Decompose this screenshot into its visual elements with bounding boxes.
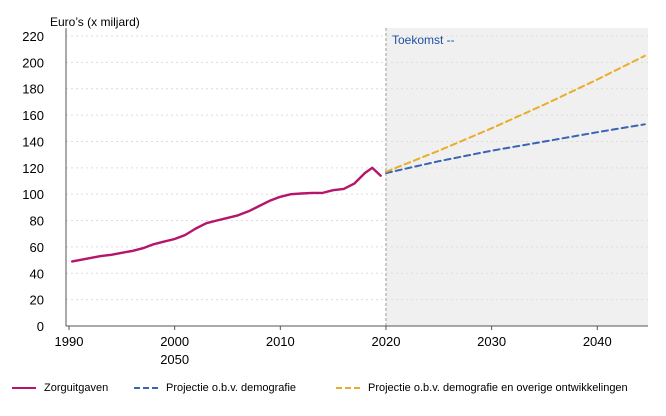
- y-tick-label-140: 140: [22, 134, 44, 149]
- y-tick-label-180: 180: [22, 82, 44, 97]
- x-tick-label-1990: 1990: [55, 334, 84, 349]
- y-tick-label-160: 160: [22, 108, 44, 123]
- legend-label-projectie-overig: Projectie o.b.v. demografie en overige o…: [368, 382, 628, 394]
- y-tick-label-40: 40: [30, 266, 44, 281]
- series-line-3: [385, 54, 646, 173]
- legend-swatch-projectie-demografie: [134, 387, 158, 389]
- y-axis-label: Euro’s (x miljard): [50, 15, 140, 29]
- x-tick-label-2000: 2000: [160, 334, 189, 349]
- legend-swatch-projectie-overig: [336, 387, 360, 389]
- x-tick-label-2020: 2020: [372, 334, 401, 349]
- y-tick-label-200: 200: [22, 55, 44, 70]
- future-annotation: Toekomst --: [392, 33, 455, 47]
- y-tick-label-20: 20: [30, 293, 44, 308]
- x-tick-label-extra: 2050: [160, 352, 189, 367]
- x-tick-label-2010: 2010: [266, 334, 295, 349]
- x-tick-label-2030: 2030: [477, 334, 506, 349]
- y-tick-label-220: 220: [22, 29, 44, 44]
- legend: Zorguitgaven Projectie o.b.v. demografie…: [0, 378, 666, 402]
- legend-label-zorguitgaven: Zorguitgaven: [44, 382, 109, 394]
- x-tick-label-2040: 2040: [583, 334, 612, 349]
- legend-item-projectie-demografie[interactable]: Projectie o.b.v. demografie: [134, 378, 296, 398]
- y-tick-label-60: 60: [30, 240, 44, 255]
- y-tick-label-0: 0: [37, 319, 44, 334]
- legend-item-zorguitgaven[interactable]: Zorguitgaven: [12, 378, 108, 398]
- y-tick-label-120: 120: [22, 161, 44, 176]
- legend-label-projectie-demografie: Projectie o.b.v. demografie: [166, 382, 297, 394]
- legend-item-projectie-overig[interactable]: Projectie o.b.v. demografie en overige o…: [336, 378, 628, 398]
- y-tick-label-100: 100: [22, 187, 44, 202]
- future-region: [385, 28, 648, 326]
- legend-swatch-zorguitgaven: [12, 387, 36, 389]
- y-tick-label-80: 80: [30, 214, 44, 229]
- series-line-1: [71, 166, 382, 263]
- series-line-2: [385, 123, 646, 175]
